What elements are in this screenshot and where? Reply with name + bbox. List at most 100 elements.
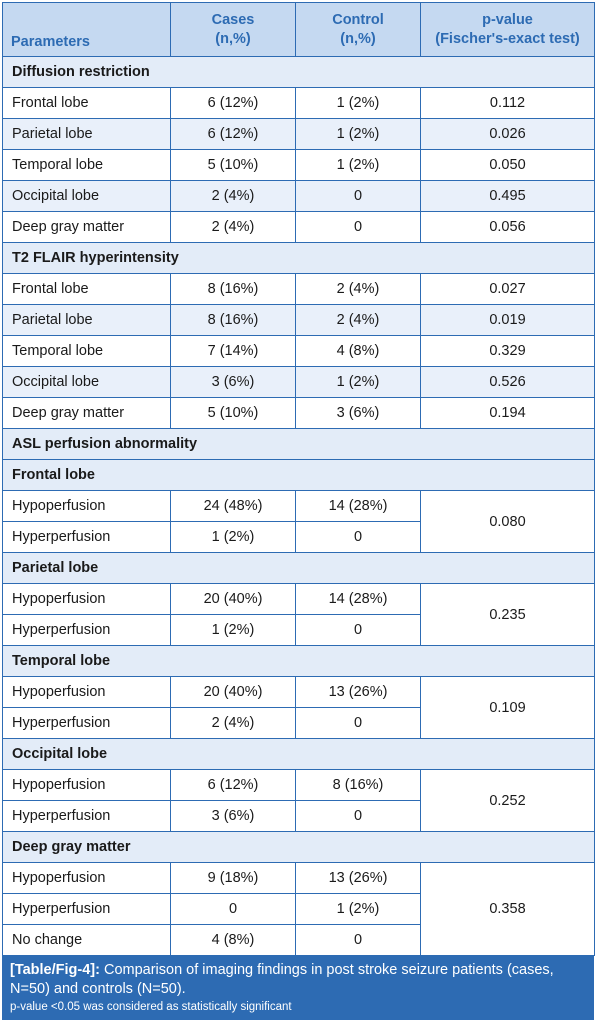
cases-cell: 9 (18%) [170,862,296,894]
control-cell: 13 (26%) [295,862,421,894]
control-cell: 0 [295,707,421,739]
cases-cell: 6 (12%) [170,118,296,150]
subsection-deep-gray-matter: Deep gray matter [2,831,595,863]
row-label: Frontal lobe [2,87,171,119]
table-row: Hypoperfusion 20 (40%) 13 (26%) 0.109 [2,676,595,739]
header-control-line1: Control [332,11,384,28]
cases-cell: 0 [170,893,296,925]
section-title: ASL perfusion abnormality [2,428,595,460]
pvalue-cell: 0.050 [420,149,595,181]
control-cell: 4 (8%) [295,335,421,367]
row-label: Parietal lobe [2,118,171,150]
cases-cell: 8 (16%) [170,304,296,336]
pvalue-cell: 0.235 [420,583,595,646]
table-row: Hyperperfusion 1 (2%) 0 [2,614,595,646]
table-row: Hyperperfusion 3 (6%) 0 [2,800,595,832]
cases-cell: 6 (12%) [170,87,296,119]
pvalue-cell: 0.194 [420,397,595,429]
control-cell: 0 [295,211,421,243]
subsection-title: Temporal lobe [2,645,595,677]
pvalue-cell: 0.526 [420,366,595,398]
row-label: Occipital lobe [2,366,171,398]
control-cell: 0 [295,521,421,553]
row-label: Deep gray matter [2,397,171,429]
cases-cell: 8 (16%) [170,273,296,305]
table-row: Hyperperfusion 2 (4%) 0 [2,707,595,739]
caption-text: Comparison of imaging findings in post s… [10,962,554,997]
row-label: Hypoperfusion [2,769,171,801]
cases-cell: 7 (14%) [170,335,296,367]
table-row: Frontal lobe 8 (16%) 2 (4%) 0.027 [2,273,595,305]
cases-cell: 20 (40%) [170,583,296,615]
control-cell: 2 (4%) [295,273,421,305]
subsection-temporal-lobe: Temporal lobe [2,645,595,677]
table-header-row: Parameters Cases (n,%) Control (n,%) p-val… [2,2,595,57]
row-label: Hypoperfusion [2,862,171,894]
header-control: Control (n,%) [295,2,421,57]
row-label: Deep gray matter [2,211,171,243]
cases-cell: 2 (4%) [170,180,296,212]
header-parameters: Parameters [2,2,171,57]
table-row: Occipital lobe 3 (6%) 1 (2%) 0.526 [2,366,595,398]
cases-cell: 2 (4%) [170,211,296,243]
control-cell: 14 (28%) [295,583,421,615]
row-label: Temporal lobe [2,335,171,367]
row-label: Hyperperfusion [2,800,171,832]
header-pvalue-line1: p-value [482,11,533,28]
header-control-line2: (n,%) [340,30,376,47]
control-cell: 2 (4%) [295,304,421,336]
cases-cell: 5 (10%) [170,149,296,181]
subsection-title: Parietal lobe [2,552,595,584]
pvalue-cell: 0.252 [420,769,595,832]
control-cell: 8 (16%) [295,769,421,801]
section-title: T2 FLAIR hyperintensity [2,242,595,274]
control-cell: 14 (28%) [295,490,421,522]
table-row: Hypoperfusion 9 (18%) 13 (26%) 0.358 [2,862,595,956]
row-label: Hypoperfusion [2,676,171,708]
row-label: Frontal lobe [2,273,171,305]
row-label: Temporal lobe [2,149,171,181]
subsection-title: Frontal lobe [2,459,595,491]
section-diffusion-restriction: Diffusion restriction [2,56,595,88]
pvalue-cell: 0.109 [420,676,595,739]
table-row: Parietal lobe 6 (12%) 1 (2%) 0.026 [2,118,595,150]
cases-cell: 3 (6%) [170,366,296,398]
row-label: Occipital lobe [2,180,171,212]
table-row: Hypoperfusion 20 (40%) 14 (28%) 0.235 [2,583,595,646]
pvalue-cell: 0.080 [420,490,595,553]
row-label: Hypoperfusion [2,490,171,522]
control-cell: 1 (2%) [295,118,421,150]
control-cell: 0 [295,800,421,832]
caption-tag: [Table/Fig-4]: [10,962,100,978]
section-title: Diffusion restriction [2,56,595,88]
table-row: Parietal lobe 8 (16%) 2 (4%) 0.019 [2,304,595,336]
section-asl-perfusion: ASL perfusion abnormality [2,428,595,460]
pvalue-cell: 0.329 [420,335,595,367]
table-row: Hypoperfusion 6 (12%) 8 (16%) 0.252 [2,769,595,832]
table-row: Deep gray matter 5 (10%) 3 (6%) 0.194 [2,397,595,429]
subsection-title: Occipital lobe [2,738,595,770]
table-row: Deep gray matter 2 (4%) 0 0.056 [2,211,595,243]
control-cell: 0 [295,924,421,956]
table-row: No change 4 (8%) 0 [2,924,595,956]
subsection-frontal-lobe: Frontal lobe [2,459,595,491]
control-cell: 1 (2%) [295,149,421,181]
row-label: Hypoperfusion [2,583,171,615]
header-pvalue: p-value (Fischer's-exact test) [420,2,595,57]
subsection-title: Deep gray matter [2,831,595,863]
row-label: Hyperperfusion [2,521,171,553]
cases-cell: 1 (2%) [170,614,296,646]
caption-note: p-value <0.05 was considered as statisti… [10,1001,292,1013]
pvalue-cell: 0.056 [420,211,595,243]
pvalue-cell: 0.027 [420,273,595,305]
row-label: No change [2,924,171,956]
header-pvalue-line2: (Fischer's-exact test) [435,30,580,47]
cases-cell: 3 (6%) [170,800,296,832]
control-cell: 1 (2%) [295,87,421,119]
table-row: Occipital lobe 2 (4%) 0 0.495 [2,180,595,212]
subsection-occipital-lobe: Occipital lobe [2,738,595,770]
cases-cell: 5 (10%) [170,397,296,429]
table-row: Hyperperfusion 1 (2%) 0 [2,521,595,553]
pvalue-cell: 0.358 [420,862,595,956]
